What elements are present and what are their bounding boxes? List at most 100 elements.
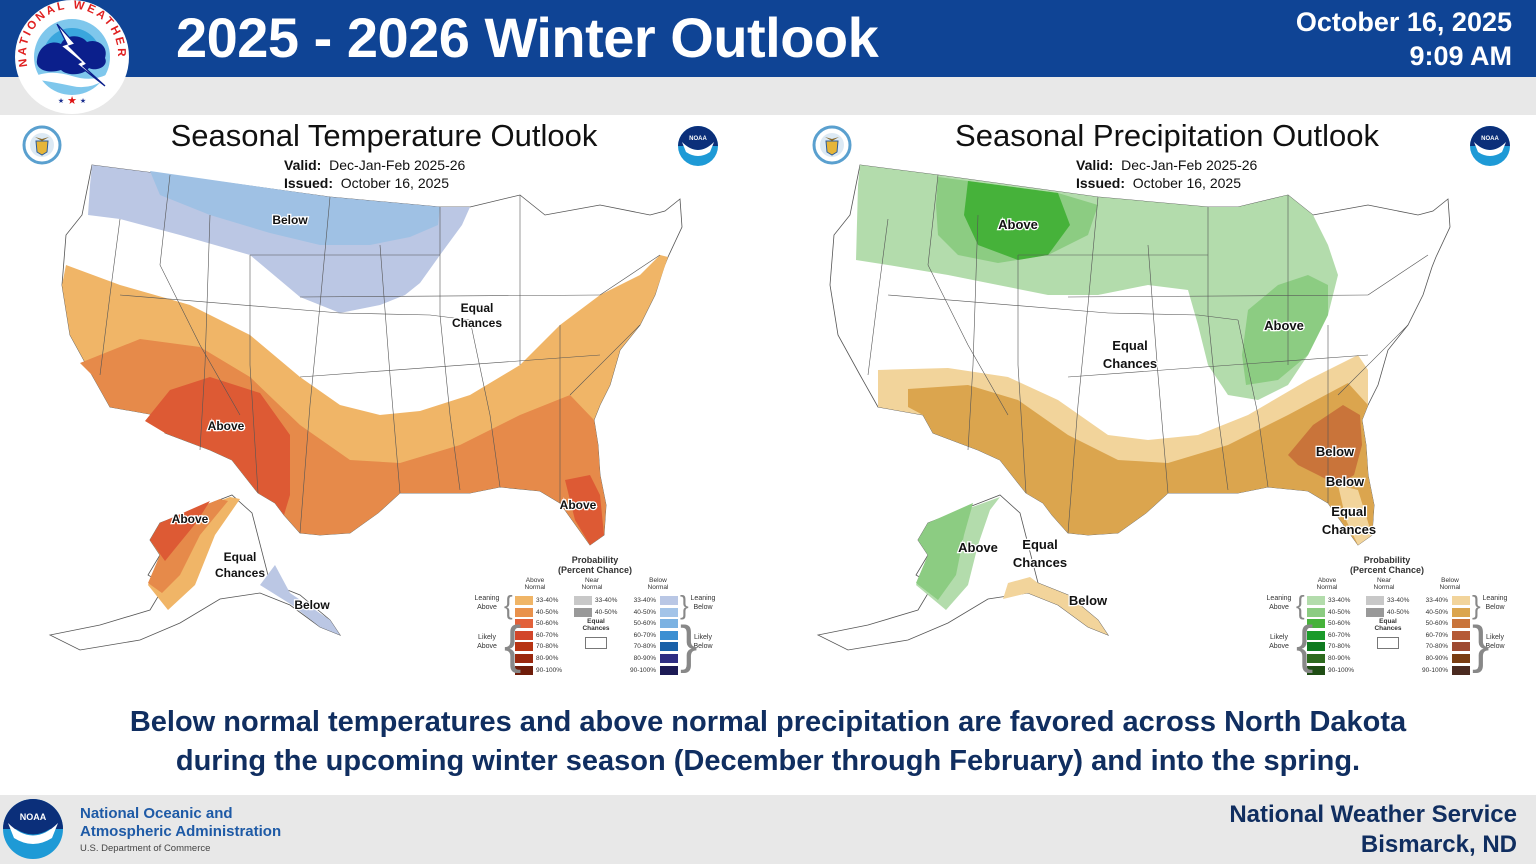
legend-title: Probability (Percent Chance): [557, 555, 633, 575]
legend-above-header: Above Normal: [524, 577, 546, 591]
legend-above-range: 90-100%: [1328, 666, 1355, 674]
legend-above-swatch: [1307, 630, 1325, 640]
legend-above-range: 70-80%: [536, 643, 559, 651]
legend-below-range: 40-50%: [1425, 608, 1448, 616]
legend-near-swatch: [1366, 596, 1384, 605]
issued-label: Issued:: [1076, 175, 1126, 191]
legend-above-range: 80-90%: [1328, 655, 1351, 662]
temperature-outlook-title: Seasonal Temperature Outlook: [170, 118, 598, 153]
map-label-above-sw: Above: [208, 419, 245, 433]
temperature-outlook-meta: Valid: Dec-Jan-Feb 2025-26 Issued: Octob…: [284, 156, 465, 192]
map-label-above-ohio: Above: [1264, 318, 1304, 333]
map-label-below-fl: Below: [1326, 474, 1365, 489]
legend-below-header: Below Normal: [1439, 577, 1461, 591]
legend-brace-leaning-below: }: [1472, 590, 1481, 620]
legend-below-range: 70-80%: [1425, 643, 1448, 651]
legend-leaning-below: Leaning Below: [1482, 595, 1508, 611]
map-label-equal: Equal: [461, 301, 494, 315]
legend-likely-below: Likely Below: [693, 634, 713, 650]
noaa-name-line-1: National Oceanic and: [80, 805, 233, 822]
legend-equal-chances: Equal Chances: [1374, 618, 1402, 632]
map-label-below-se: Below: [1316, 444, 1355, 459]
legend-below-range: 33-40%: [1425, 597, 1448, 604]
svg-text:★: ★: [80, 97, 86, 105]
legend-below-swatch: [1452, 630, 1470, 640]
above-florida-region: [565, 475, 604, 545]
issued-label: Issued:: [284, 175, 334, 191]
legend-near-range: 40-50%: [595, 608, 618, 616]
header-bar: [0, 0, 1536, 77]
legend-below-swatch: [660, 642, 678, 652]
legend-below-header: Below Normal: [647, 577, 669, 591]
legend-above-range: 50-60%: [1328, 620, 1351, 628]
map-label-ak-chances: Chances: [1013, 555, 1067, 570]
legend-below-range: 60-70%: [1425, 631, 1448, 639]
legend-brace-likely-below: }: [680, 616, 698, 674]
legend-above-swatch: [1307, 596, 1325, 605]
precipitation-map: Above Above Equal Chances Below Below Eq…: [816, 164, 1451, 651]
issued-value: October 16, 2025: [340, 175, 449, 191]
legend-above-range: 50-60%: [536, 620, 559, 628]
above-strong-north: [964, 181, 1070, 260]
legend-near-range: 33-40%: [595, 597, 618, 604]
legend-below-swatch: [660, 619, 678, 629]
legend-below-range: 50-60%: [1425, 620, 1448, 628]
map-label-fl-chances: Chances: [1322, 522, 1376, 537]
alaska-above-likely: [916, 503, 973, 600]
legend-above-range: 90-100%: [536, 666, 563, 674]
alaska-below-region: [1003, 577, 1108, 635]
map-label-below-ak: Below: [1069, 593, 1108, 608]
noaa-name-line-2: Atmospheric Administration: [80, 823, 282, 840]
legend-leaning-above: Leaning Above: [1266, 595, 1292, 611]
legend-above-range: 80-90%: [536, 655, 559, 662]
precipitation-outlook-panel: Above Above Equal Chances Below Below Eq…: [768, 115, 1536, 693]
issue-datetime: October 16, 2025 9:09 AM: [1296, 5, 1512, 73]
valid-label: Valid:: [1076, 157, 1114, 173]
svg-text:★: ★: [67, 95, 77, 107]
valid-value: Dec-Jan-Feb 2025-26: [329, 157, 466, 173]
legend-above-range: 60-70%: [1328, 631, 1351, 639]
map-label-ak-equal: Equal: [224, 550, 257, 564]
legend-brace-leaning-above: {: [504, 590, 513, 620]
legend-above-range: 40-50%: [536, 608, 559, 616]
summary-line-1: Below normal temperatures and above norm…: [129, 706, 1407, 738]
noaa-department: U.S. Department of Commerce: [80, 843, 211, 854]
footer-bar: [0, 795, 1536, 864]
legend-below-swatch: [660, 654, 678, 663]
legend-below-range: 70-80%: [633, 643, 656, 651]
legend-equal-chances-swatch: [585, 637, 607, 649]
legend-below-range: 50-60%: [633, 620, 656, 628]
legend-below-swatch: [1452, 596, 1470, 605]
page-title: 2025 - 2026 Winter Outlook: [176, 6, 879, 69]
legend-above-swatch: [1307, 642, 1325, 652]
map-label-ak-equal: Equal: [1022, 537, 1057, 552]
below-strong-se: [1288, 405, 1362, 485]
legend-brace-leaning-above: {: [1296, 590, 1305, 620]
legend-brace-likely-above: {: [504, 616, 522, 674]
legend-near-range: 33-40%: [1387, 597, 1410, 604]
legend-above-swatch: [515, 665, 533, 675]
legend-above-range: 33-40%: [536, 597, 559, 604]
legend-near-range: 40-50%: [1387, 608, 1410, 616]
state-borders: [99, 174, 661, 534]
office-line-2: Bismarck, ND: [1360, 831, 1517, 858]
legend-near-swatch: [574, 596, 592, 605]
commerce-seal-icon: [812, 125, 852, 165]
alaska-above-strong: [150, 501, 210, 561]
legend-below-range: 40-50%: [633, 608, 656, 616]
svg-text:★: ★: [58, 97, 64, 105]
legend-likely-above: Likely Above: [477, 634, 497, 650]
legend-below-range: 90-100%: [629, 666, 656, 674]
legend-below-swatch: [660, 596, 678, 605]
svg-text:NOAA: NOAA: [1481, 136, 1499, 142]
precipitation-outlook-meta: Valid: Dec-Jan-Feb 2025-26 Issued: Octob…: [1076, 156, 1257, 192]
state-borders: [867, 174, 1429, 534]
legend-above-range: 60-70%: [536, 631, 559, 639]
legend-equal-chances: Equal Chances: [582, 618, 610, 632]
below-likely-region: [150, 171, 440, 245]
map-label-below-ak: Below: [294, 598, 330, 612]
below-likely-south: [908, 383, 1374, 545]
legend-above-swatch: [515, 607, 533, 617]
legend-below-swatch: [660, 630, 678, 640]
legend-above-swatch: [1307, 665, 1325, 675]
